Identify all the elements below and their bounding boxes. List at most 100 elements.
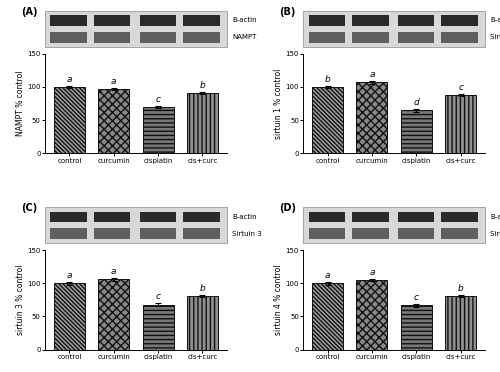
- Bar: [398, 212, 434, 222]
- Y-axis label: NAMPT % control: NAMPT % control: [16, 71, 24, 137]
- Text: B-actin: B-actin: [490, 214, 500, 220]
- Bar: [352, 32, 388, 43]
- Bar: [50, 212, 87, 222]
- Bar: [352, 212, 388, 222]
- Bar: [183, 32, 220, 43]
- Bar: [345, 32, 352, 43]
- Bar: [345, 16, 352, 26]
- Bar: [87, 212, 94, 222]
- Bar: [352, 16, 388, 26]
- Text: Sirtuin 4: Sirtuin 4: [490, 231, 500, 237]
- Bar: [87, 32, 94, 43]
- Bar: [130, 16, 140, 26]
- Text: d: d: [414, 98, 419, 107]
- Bar: [142, 107, 174, 153]
- Text: B-actin: B-actin: [232, 214, 257, 220]
- Text: a: a: [369, 70, 374, 79]
- Bar: [398, 228, 434, 239]
- Bar: [398, 32, 434, 43]
- Text: c: c: [156, 94, 160, 103]
- Text: c: c: [414, 293, 419, 302]
- Bar: [142, 305, 174, 350]
- Bar: [400, 305, 432, 350]
- Text: B-actin: B-actin: [490, 17, 500, 23]
- Text: (B): (B): [280, 7, 296, 17]
- Bar: [87, 16, 94, 26]
- Bar: [356, 82, 388, 153]
- Bar: [130, 228, 140, 239]
- Bar: [352, 228, 388, 239]
- Text: b: b: [200, 283, 205, 292]
- Text: a: a: [66, 271, 72, 280]
- Bar: [187, 93, 218, 153]
- Bar: [98, 279, 130, 350]
- Bar: [140, 32, 176, 43]
- Bar: [176, 32, 183, 43]
- Y-axis label: sirtuin 4 % control: sirtuin 4 % control: [274, 264, 282, 335]
- Bar: [308, 16, 345, 26]
- Bar: [345, 212, 352, 222]
- Y-axis label: sirtuin 1 % control: sirtuin 1 % control: [274, 68, 282, 139]
- Bar: [187, 296, 218, 350]
- Bar: [434, 212, 442, 222]
- Bar: [54, 87, 85, 153]
- Bar: [94, 32, 130, 43]
- Bar: [183, 228, 220, 239]
- Text: a: a: [369, 267, 374, 277]
- Text: a: a: [111, 267, 116, 276]
- Bar: [388, 228, 398, 239]
- Bar: [140, 16, 176, 26]
- Bar: [130, 32, 140, 43]
- Bar: [345, 228, 352, 239]
- Bar: [400, 110, 432, 153]
- Bar: [140, 212, 176, 222]
- Bar: [312, 283, 343, 350]
- Bar: [50, 16, 87, 26]
- Bar: [176, 212, 183, 222]
- Text: b: b: [324, 75, 330, 84]
- Bar: [50, 32, 87, 43]
- Text: a: a: [111, 77, 116, 86]
- Bar: [94, 16, 130, 26]
- Bar: [87, 228, 94, 239]
- Text: (C): (C): [22, 203, 38, 213]
- Bar: [50, 228, 87, 239]
- Text: (D): (D): [280, 203, 296, 213]
- Text: b: b: [200, 81, 205, 90]
- Bar: [434, 16, 442, 26]
- Text: c: c: [458, 83, 463, 92]
- Text: c: c: [156, 292, 160, 301]
- Text: a: a: [325, 271, 330, 280]
- Bar: [398, 16, 434, 26]
- Bar: [312, 87, 343, 153]
- Y-axis label: sirtuin 3 % control: sirtuin 3 % control: [16, 264, 24, 335]
- Text: (A): (A): [22, 7, 38, 17]
- Bar: [445, 95, 476, 153]
- Text: Sirtuin 1: Sirtuin 1: [490, 34, 500, 40]
- Bar: [308, 228, 345, 239]
- Bar: [442, 228, 478, 239]
- Bar: [388, 212, 398, 222]
- Bar: [388, 16, 398, 26]
- Bar: [442, 16, 478, 26]
- Bar: [442, 32, 478, 43]
- Bar: [130, 212, 140, 222]
- Bar: [434, 228, 442, 239]
- Bar: [183, 16, 220, 26]
- Text: b: b: [458, 283, 464, 292]
- Bar: [308, 32, 345, 43]
- Bar: [388, 32, 398, 43]
- Text: Sirtuin 3: Sirtuin 3: [232, 231, 262, 237]
- Text: B-actin: B-actin: [232, 17, 257, 23]
- Bar: [140, 228, 176, 239]
- Bar: [94, 212, 130, 222]
- Bar: [94, 228, 130, 239]
- Text: a: a: [66, 75, 72, 84]
- Bar: [176, 228, 183, 239]
- Bar: [434, 32, 442, 43]
- Bar: [176, 16, 183, 26]
- Bar: [445, 296, 476, 350]
- Bar: [98, 89, 130, 153]
- Bar: [442, 212, 478, 222]
- Bar: [308, 212, 345, 222]
